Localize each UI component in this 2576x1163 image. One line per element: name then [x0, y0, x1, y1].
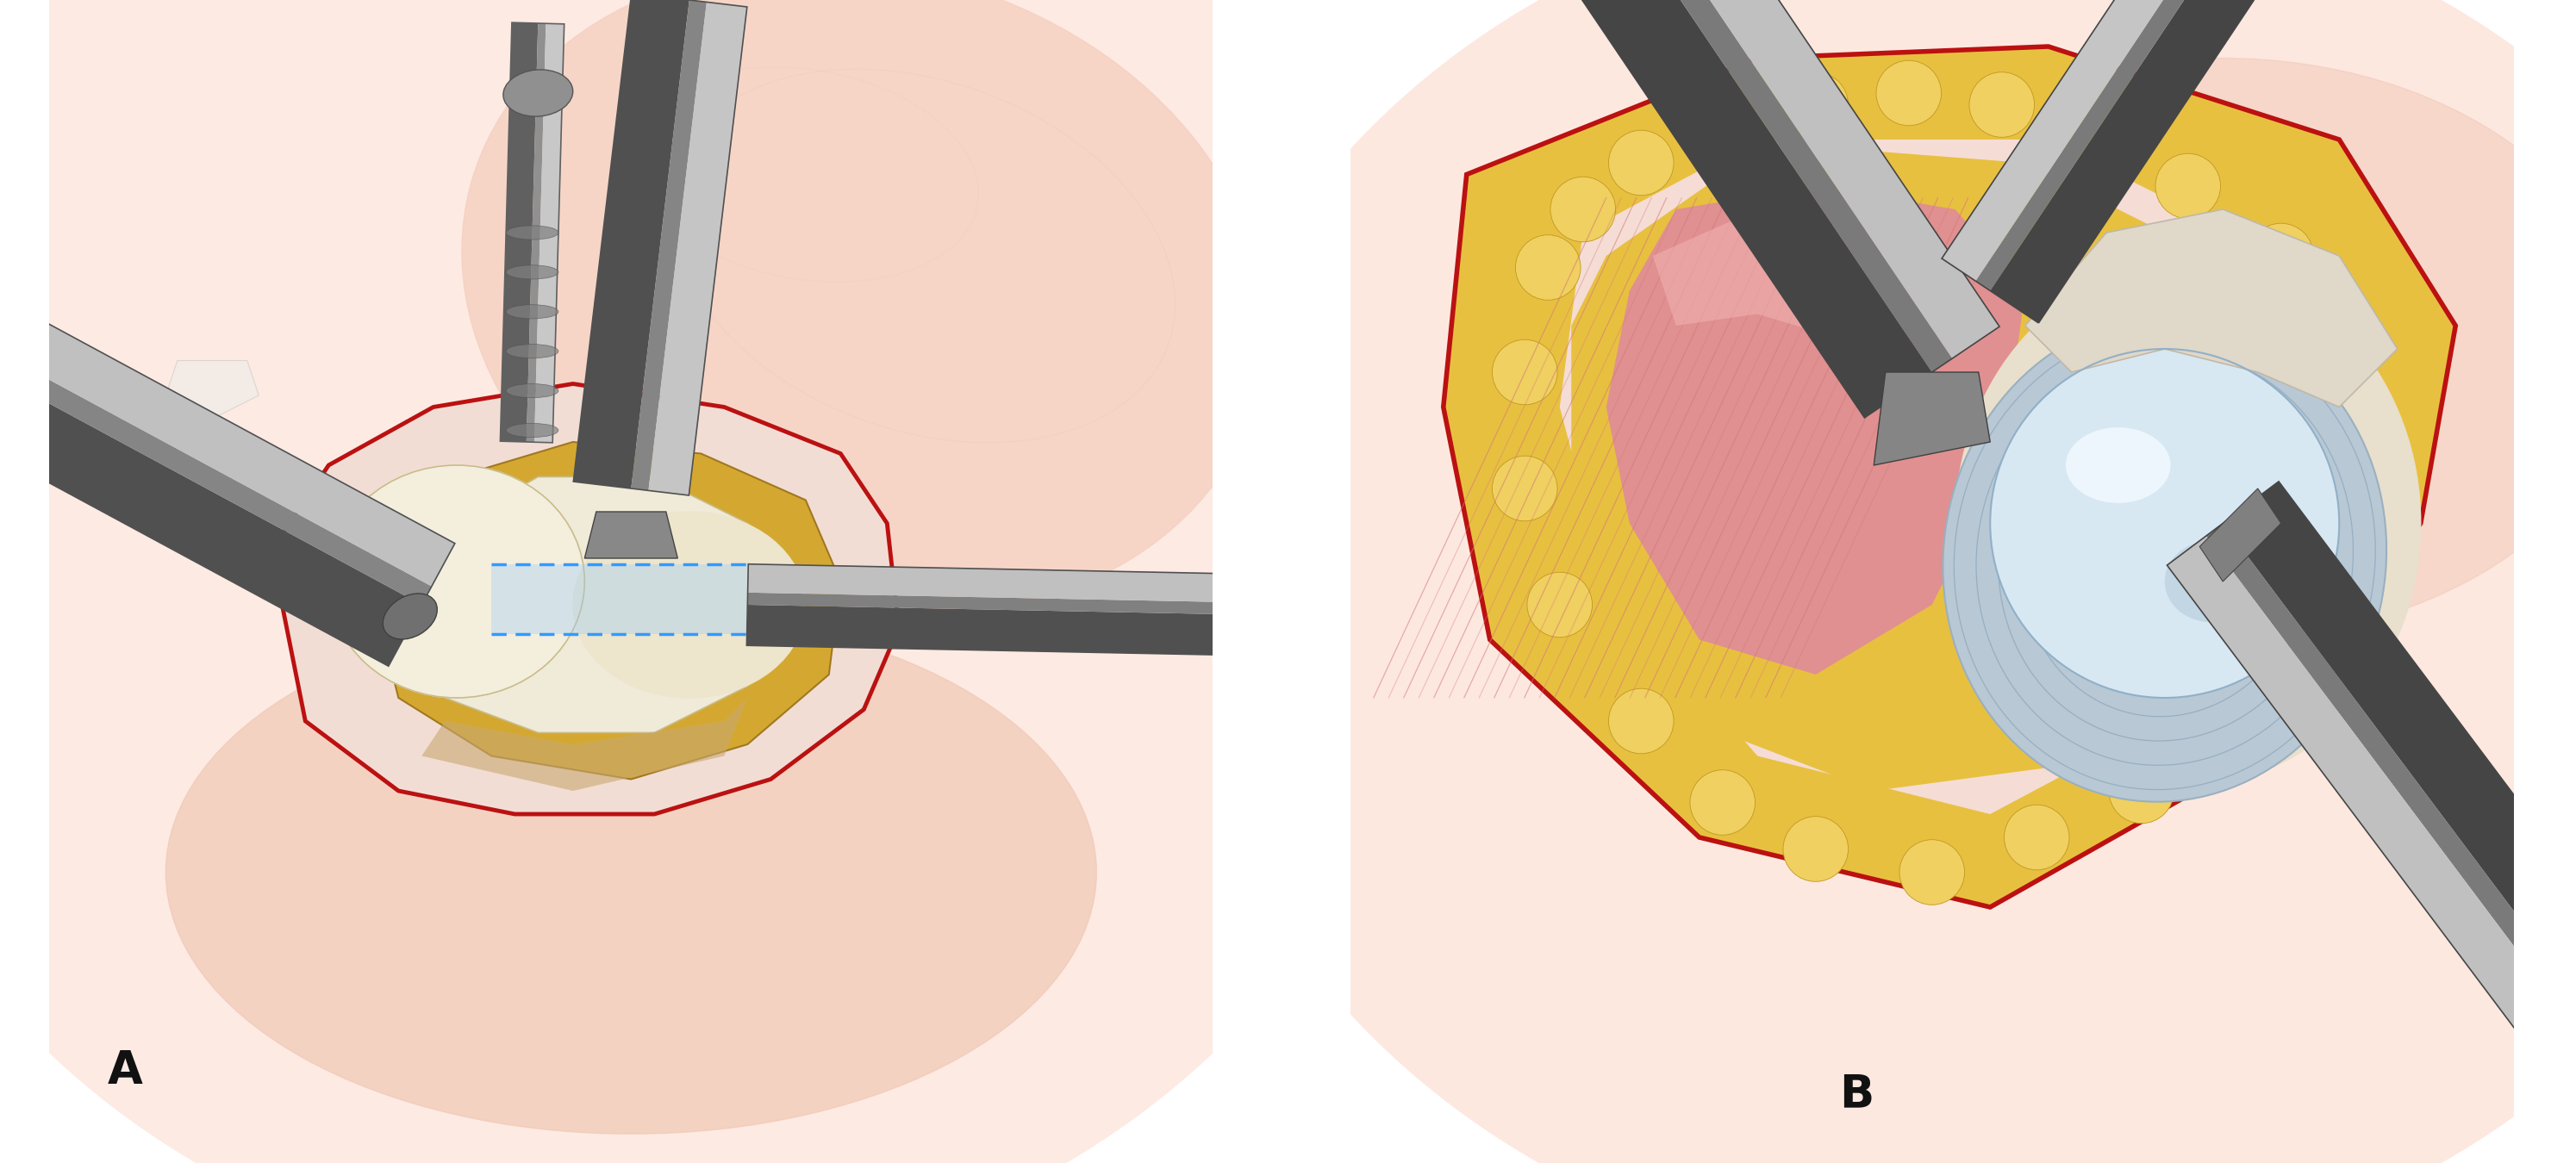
- Circle shape: [2004, 805, 2069, 870]
- Ellipse shape: [505, 265, 559, 279]
- Circle shape: [1991, 349, 2339, 698]
- Circle shape: [1783, 72, 1847, 137]
- Polygon shape: [2200, 488, 2280, 582]
- Polygon shape: [0, 372, 422, 666]
- Ellipse shape: [1175, 0, 2576, 1163]
- Polygon shape: [574, 0, 690, 488]
- Circle shape: [1783, 816, 1847, 882]
- Polygon shape: [1873, 372, 1991, 465]
- Circle shape: [1492, 456, 1558, 521]
- Polygon shape: [422, 698, 747, 791]
- Ellipse shape: [502, 70, 572, 116]
- Polygon shape: [1558, 140, 2339, 814]
- Polygon shape: [1571, 151, 2280, 791]
- Text: B: B: [1839, 1071, 1873, 1116]
- Circle shape: [1492, 340, 1558, 405]
- Polygon shape: [649, 2, 747, 495]
- Polygon shape: [376, 442, 840, 779]
- Ellipse shape: [1955, 262, 2421, 785]
- Circle shape: [1551, 177, 1615, 242]
- Ellipse shape: [505, 423, 559, 437]
- Ellipse shape: [1816, 58, 2576, 640]
- Circle shape: [2063, 107, 2128, 172]
- Polygon shape: [0, 354, 433, 605]
- Polygon shape: [283, 384, 899, 814]
- Circle shape: [1607, 688, 1674, 754]
- Polygon shape: [747, 605, 1329, 657]
- Polygon shape: [500, 22, 538, 442]
- Polygon shape: [585, 512, 677, 558]
- Polygon shape: [0, 311, 456, 586]
- Circle shape: [1607, 130, 1674, 195]
- Polygon shape: [2025, 209, 2398, 407]
- Ellipse shape: [1942, 315, 2385, 801]
- Ellipse shape: [505, 226, 559, 240]
- Polygon shape: [1607, 186, 2025, 675]
- Polygon shape: [2166, 536, 2555, 1030]
- Circle shape: [1968, 72, 2035, 137]
- Ellipse shape: [461, 0, 1265, 618]
- Circle shape: [1528, 572, 1592, 637]
- Polygon shape: [1654, 209, 1932, 349]
- Text: A: A: [108, 1048, 142, 1093]
- Ellipse shape: [165, 611, 1097, 1134]
- Polygon shape: [747, 593, 1329, 616]
- Circle shape: [2318, 316, 2383, 381]
- Circle shape: [1690, 770, 1754, 835]
- Circle shape: [2249, 223, 2313, 288]
- Circle shape: [2202, 688, 2267, 754]
- Ellipse shape: [2066, 428, 2172, 502]
- Circle shape: [2342, 409, 2406, 475]
- Polygon shape: [1942, 0, 2208, 281]
- Circle shape: [1690, 95, 1754, 160]
- Polygon shape: [1662, 0, 1999, 358]
- Polygon shape: [526, 23, 546, 442]
- Circle shape: [2272, 595, 2336, 661]
- Circle shape: [1515, 235, 1582, 300]
- Polygon shape: [165, 361, 258, 419]
- Polygon shape: [2205, 523, 2571, 1001]
- Circle shape: [1875, 60, 1942, 126]
- Polygon shape: [533, 23, 564, 443]
- Polygon shape: [492, 564, 747, 634]
- Polygon shape: [1991, 0, 2272, 323]
- Ellipse shape: [572, 512, 806, 698]
- Ellipse shape: [2164, 541, 2257, 622]
- Polygon shape: [1641, 0, 1953, 372]
- Polygon shape: [631, 0, 706, 491]
- Ellipse shape: [330, 465, 585, 698]
- Ellipse shape: [505, 344, 559, 358]
- Ellipse shape: [505, 384, 559, 398]
- Polygon shape: [1976, 0, 2223, 291]
- Ellipse shape: [505, 305, 559, 319]
- Ellipse shape: [0, 0, 1445, 1163]
- Circle shape: [2318, 502, 2383, 568]
- Polygon shape: [1443, 47, 2455, 907]
- Circle shape: [2156, 154, 2221, 219]
- Circle shape: [1899, 840, 1965, 905]
- Polygon shape: [422, 477, 770, 733]
- Polygon shape: [1574, 0, 1932, 418]
- Polygon shape: [747, 564, 1329, 605]
- Circle shape: [2110, 758, 2174, 823]
- Ellipse shape: [384, 593, 438, 640]
- Polygon shape: [2223, 481, 2576, 989]
